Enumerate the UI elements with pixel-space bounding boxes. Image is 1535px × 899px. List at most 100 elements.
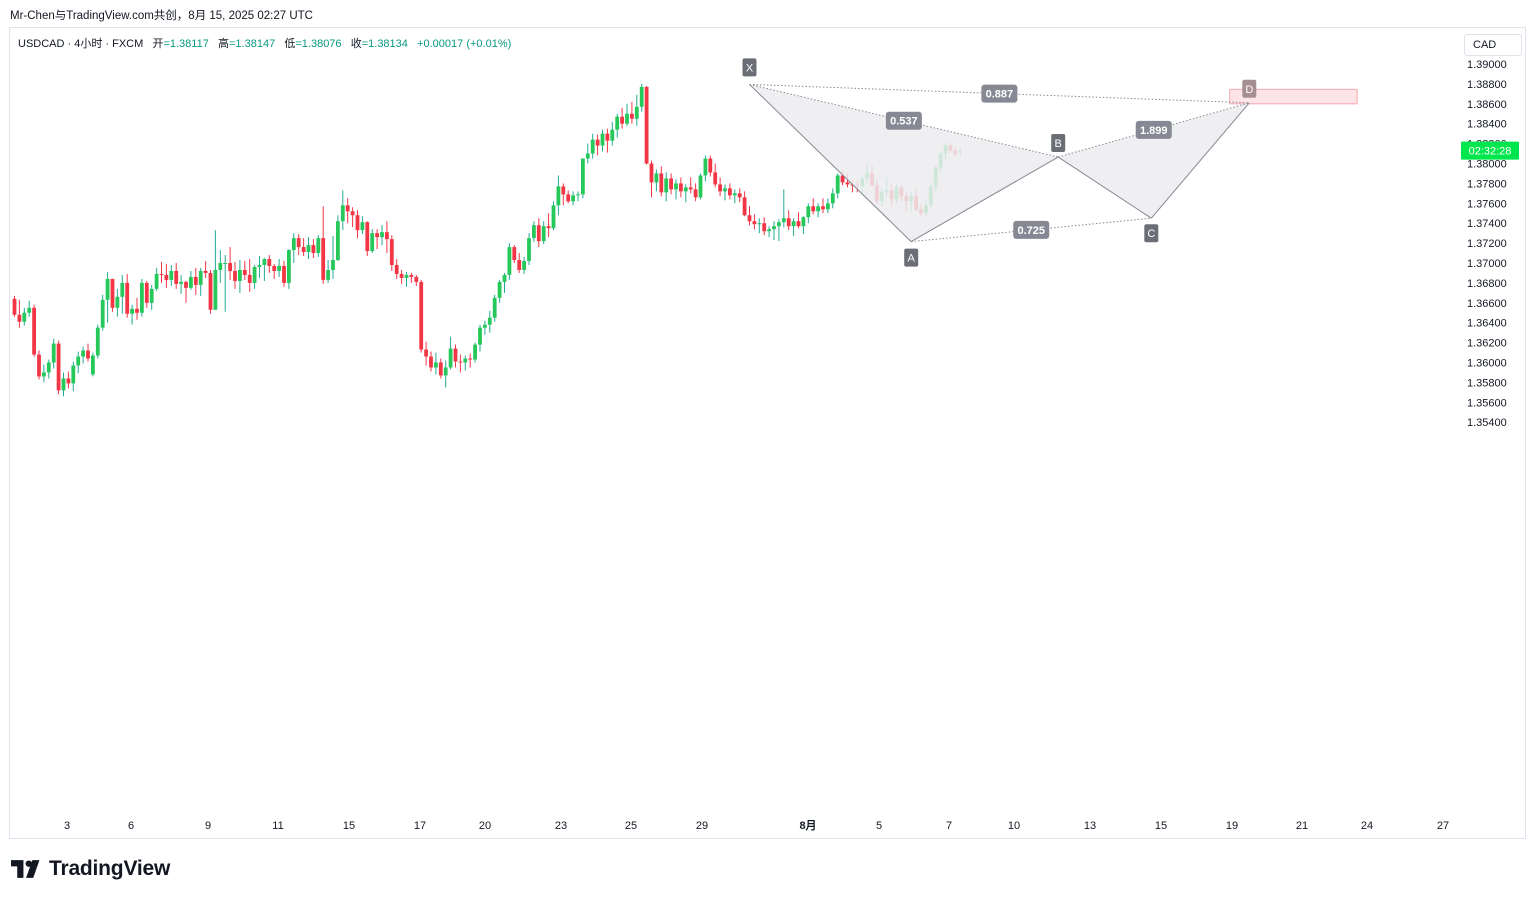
time-tick-label: 3 bbox=[64, 820, 70, 832]
pattern-leg bbox=[749, 84, 912, 242]
candle-body bbox=[296, 238, 301, 248]
candle-body bbox=[159, 273, 164, 275]
candle-body bbox=[326, 269, 330, 280]
candle-body bbox=[468, 358, 473, 360]
candle-body bbox=[551, 205, 556, 229]
candle bbox=[189, 270, 193, 290]
time-tick-label: 19 bbox=[1226, 820, 1238, 832]
candle bbox=[100, 294, 105, 331]
low-value: =1.38076 bbox=[295, 38, 342, 50]
candle-body bbox=[46, 362, 51, 373]
candle bbox=[487, 310, 492, 333]
candle-body bbox=[110, 278, 115, 308]
candle-body bbox=[502, 274, 507, 282]
candle bbox=[154, 267, 159, 291]
candle-body bbox=[385, 232, 389, 240]
candle bbox=[385, 221, 389, 254]
candle bbox=[630, 101, 634, 124]
candle-body bbox=[257, 264, 262, 267]
price-tick-label: 1.37000 bbox=[1467, 258, 1507, 270]
candle bbox=[301, 238, 306, 257]
ratio-badge: 0.537 bbox=[885, 111, 922, 130]
candle-body bbox=[448, 348, 453, 368]
candle-body bbox=[42, 372, 46, 377]
time-tick-label: 7 bbox=[946, 820, 952, 832]
candle bbox=[811, 198, 816, 215]
candle-body bbox=[56, 343, 61, 391]
candle bbox=[791, 218, 796, 237]
candle-body bbox=[576, 194, 580, 196]
chart-frame[interactable] bbox=[9, 27, 1526, 839]
candle-body bbox=[389, 239, 394, 265]
candle bbox=[438, 358, 443, 379]
candle-body bbox=[581, 158, 585, 195]
candle bbox=[71, 361, 76, 392]
candle bbox=[32, 304, 36, 357]
candle-body bbox=[66, 378, 71, 384]
candle-body bbox=[453, 348, 458, 362]
candle bbox=[679, 177, 683, 198]
candle bbox=[179, 274, 183, 294]
candle-body bbox=[669, 178, 673, 190]
candle bbox=[12, 295, 17, 317]
candle bbox=[546, 213, 551, 238]
candle-body bbox=[777, 222, 781, 227]
candle-body bbox=[154, 273, 159, 289]
candle bbox=[22, 307, 27, 326]
candle-body bbox=[507, 247, 512, 275]
candle-body bbox=[301, 247, 306, 253]
candle-body bbox=[541, 226, 546, 242]
candle bbox=[91, 352, 95, 377]
candle bbox=[728, 183, 732, 200]
candle-body bbox=[443, 367, 448, 376]
candle bbox=[296, 234, 301, 256]
point-label: X bbox=[746, 62, 754, 74]
candle bbox=[429, 351, 433, 372]
ratio-badge: 1.899 bbox=[1135, 120, 1172, 139]
candle bbox=[595, 134, 600, 156]
candle-body bbox=[370, 233, 375, 252]
candle-body bbox=[483, 324, 487, 328]
candle bbox=[331, 236, 335, 279]
candle bbox=[66, 371, 71, 389]
candle bbox=[507, 243, 512, 280]
candle-body bbox=[17, 314, 22, 322]
ratio-badge-bg bbox=[981, 84, 1018, 103]
high-value: =1.38147 bbox=[229, 38, 276, 50]
currency-button[interactable]: CAD bbox=[1464, 34, 1522, 56]
candle bbox=[737, 188, 742, 203]
candle bbox=[345, 198, 350, 224]
candle-body bbox=[752, 221, 757, 225]
candle-body bbox=[409, 274, 414, 277]
candle-body bbox=[228, 263, 232, 271]
candle bbox=[762, 217, 767, 236]
candle-body bbox=[693, 189, 698, 198]
candle-body bbox=[394, 264, 399, 274]
tradingview-logo[interactable]: TradingView bbox=[11, 856, 170, 882]
candle-body bbox=[27, 307, 32, 313]
candle-body bbox=[360, 222, 365, 231]
candle bbox=[571, 191, 575, 206]
candle bbox=[625, 103, 629, 126]
ratio-value: 0.887 bbox=[986, 89, 1014, 101]
candle-body bbox=[845, 182, 850, 185]
candle bbox=[291, 233, 296, 263]
price-tick-label: 1.38400 bbox=[1467, 119, 1507, 131]
candle-body bbox=[830, 193, 835, 204]
candle bbox=[193, 267, 198, 295]
candle bbox=[835, 173, 840, 199]
candle-body bbox=[654, 173, 659, 183]
candle bbox=[350, 207, 355, 228]
candle-body bbox=[786, 218, 791, 227]
candle-body bbox=[311, 245, 316, 254]
candle-body bbox=[664, 178, 669, 193]
candle-body bbox=[95, 327, 100, 356]
candle bbox=[61, 372, 66, 397]
candle-body bbox=[605, 133, 610, 141]
candle bbox=[478, 324, 482, 352]
candle bbox=[149, 284, 154, 310]
ratio-value: 1.899 bbox=[1140, 125, 1168, 137]
pattern-leg bbox=[910, 156, 1059, 243]
point-badge-bg bbox=[742, 58, 757, 77]
